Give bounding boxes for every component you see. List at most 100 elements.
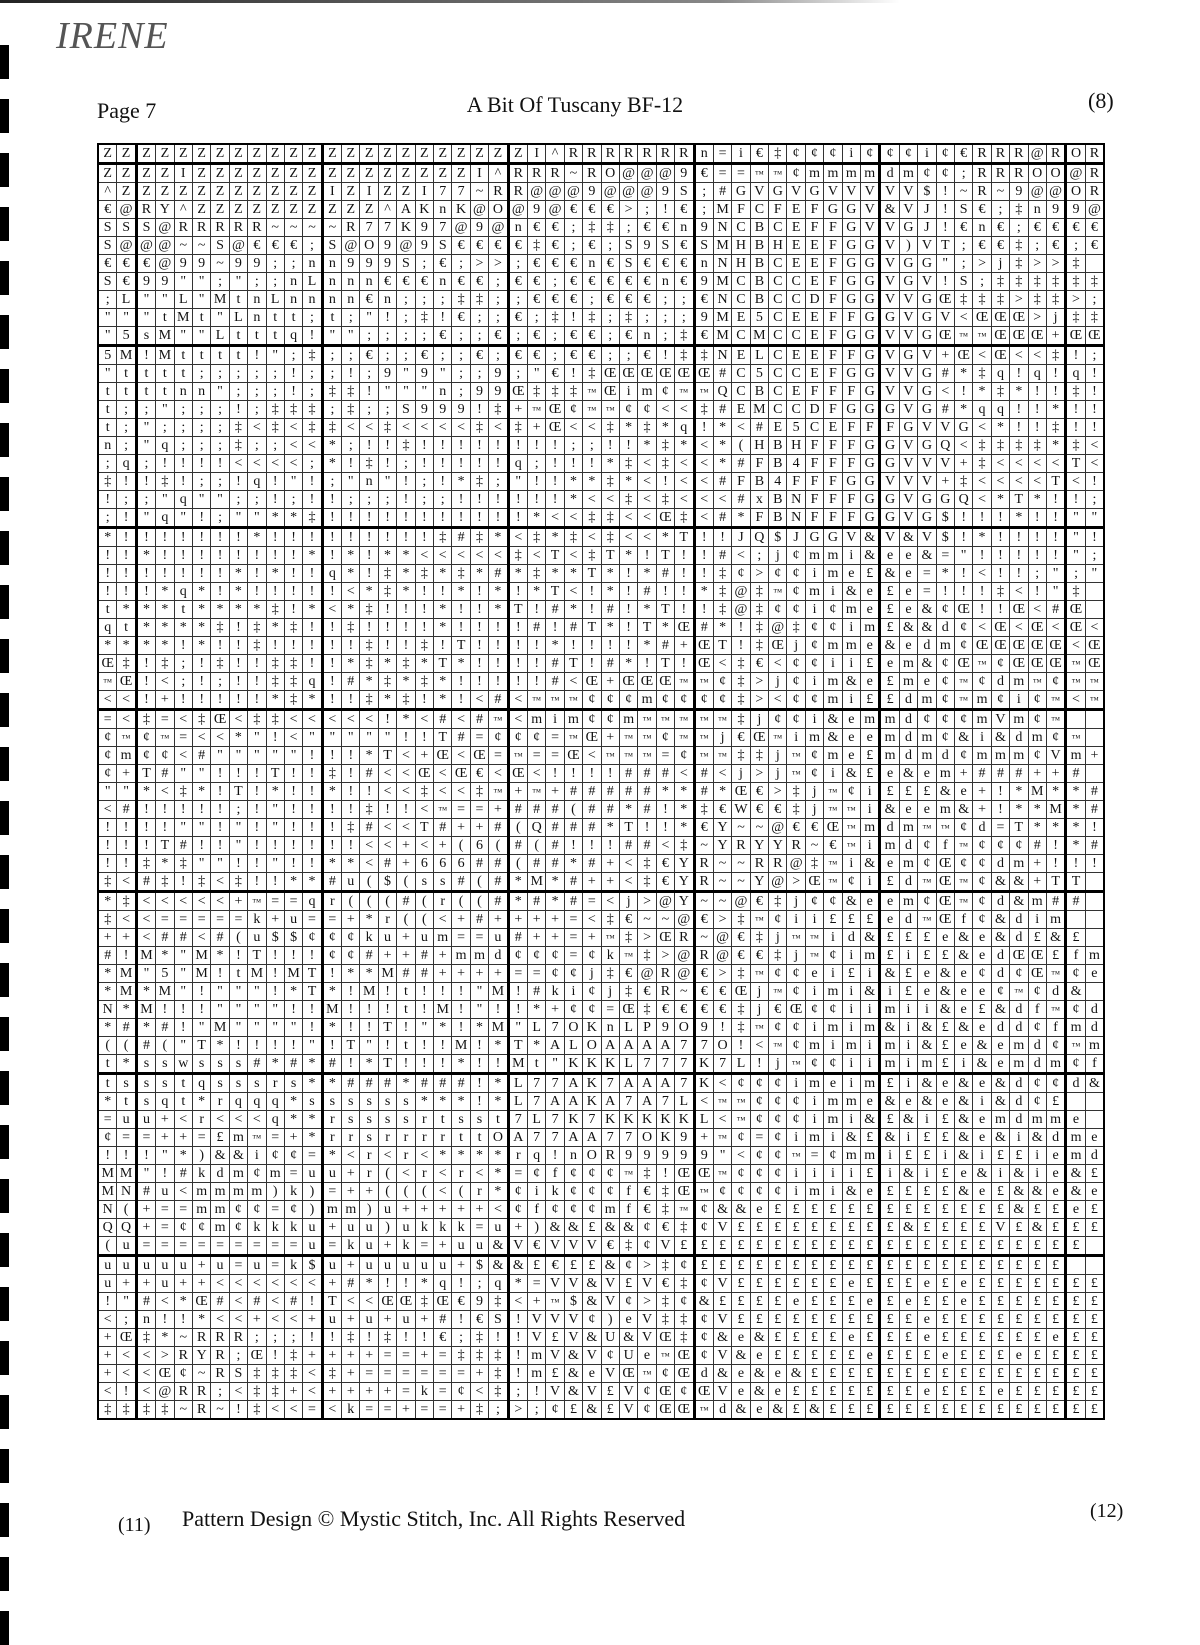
pattern-cell: * — [283, 982, 304, 1001]
pattern-cell: T — [341, 1036, 361, 1055]
pattern-cell: ! — [191, 800, 212, 819]
pattern-cell: = — [377, 1364, 398, 1383]
pattern-cell: i — [804, 600, 825, 619]
pattern-cell: R — [582, 162, 602, 183]
pattern-cell: £ — [1045, 1310, 1067, 1329]
pattern-cell: £ — [878, 1072, 900, 1093]
pattern-cell: f — [618, 1200, 639, 1219]
pattern-cell: i — [841, 854, 862, 873]
pattern-cell: ™ — [1064, 654, 1086, 673]
pattern-cell: i — [860, 1000, 881, 1019]
pattern-cell: Q — [749, 526, 770, 547]
pattern-cell: £ — [860, 910, 881, 929]
pattern-cell: < — [582, 910, 602, 929]
pattern-cell: r — [414, 1110, 435, 1129]
pattern-cell: # — [582, 782, 602, 801]
pattern-cell: ; — [265, 382, 285, 401]
pattern-cell: ! — [692, 564, 714, 583]
pattern-cell: = — [414, 1236, 435, 1256]
pattern-cell: £ — [1045, 1364, 1067, 1383]
pattern-cell: & — [953, 800, 974, 819]
pattern-cell: ; — [377, 400, 398, 419]
pattern-cell: ‡ — [655, 1292, 676, 1311]
pattern-cell: O — [488, 1128, 509, 1147]
pattern-cell: £ — [712, 1292, 733, 1311]
pattern-cell: ! — [155, 818, 175, 837]
pattern-cell: £ — [917, 1400, 937, 1420]
pattern-cell: n — [97, 436, 118, 455]
pattern-cell: C — [786, 290, 806, 309]
pattern-cell — [1064, 910, 1086, 929]
pattern-cell: s — [134, 1072, 157, 1093]
pattern-cell: = — [302, 1400, 323, 1420]
pattern-cell: ; — [191, 400, 212, 419]
pattern-cell: £ — [1064, 1292, 1086, 1311]
pattern-cell: £ — [1045, 1382, 1067, 1401]
pattern-cell: ¢ — [841, 872, 862, 892]
pattern-cell: R — [210, 1346, 230, 1365]
pattern-cell: O — [582, 1146, 602, 1165]
pattern-cell: ! — [265, 636, 285, 655]
pattern-cell: < — [655, 836, 676, 855]
pattern-cell: S — [97, 236, 118, 255]
pattern-cell: & — [935, 782, 955, 801]
pattern-cell: m — [804, 546, 825, 565]
pattern-cell: Œ — [990, 636, 1011, 655]
pattern-cell: ! — [674, 600, 695, 619]
pattern-cell: Œ — [451, 764, 471, 783]
pattern-cell: * — [265, 1054, 285, 1074]
pattern-cell: ‡ — [283, 654, 304, 673]
pattern-cell: ~ — [563, 162, 584, 183]
pattern-cell: + — [469, 964, 490, 983]
pattern-cell: L — [692, 1110, 714, 1129]
pattern-cell: ¢ — [953, 618, 974, 637]
pattern-cell: Z — [302, 182, 323, 201]
pattern-cell: " — [1045, 582, 1067, 601]
pattern-cell: ~ — [173, 1400, 193, 1420]
pattern-cell: Z — [433, 143, 453, 164]
pattern-cell: e — [637, 1346, 657, 1365]
pattern-cell: i — [898, 1036, 919, 1055]
pattern-cell: q — [972, 400, 992, 419]
pattern-cell: € — [804, 818, 825, 837]
pattern-cell: # — [600, 600, 620, 619]
pattern-cell: ! — [341, 982, 361, 1001]
pattern-cell: * — [359, 746, 379, 765]
pattern-cell: @ — [488, 218, 509, 237]
pattern-cell: ‡ — [990, 582, 1011, 601]
pattern-cell: < — [283, 454, 304, 473]
pattern-cell: t — [134, 382, 157, 401]
pattern-cell: € — [526, 326, 547, 346]
pattern-cell: < — [283, 1310, 304, 1329]
pattern-cell: * — [134, 546, 157, 565]
pattern-cell: * — [953, 364, 974, 383]
pattern-cell: ! — [377, 526, 398, 547]
pattern-cell: £ — [1027, 928, 1047, 947]
pattern-cell: ‡ — [582, 364, 602, 383]
pattern-cell: £ — [878, 1310, 900, 1329]
pattern-cell: £ — [804, 1236, 825, 1256]
pattern-cell: A — [396, 200, 416, 219]
pattern-cell: < — [972, 344, 992, 365]
pattern-cell: ¢ — [265, 1146, 285, 1165]
pattern-cell: " — [265, 1000, 285, 1019]
pattern-cell: < — [320, 1400, 343, 1420]
pattern-cell: ™ — [935, 818, 955, 837]
pattern-cell: ( — [526, 836, 547, 855]
pattern-cell: q — [302, 890, 323, 911]
pattern-cell: ‡ — [359, 690, 379, 710]
pattern-cell: ! — [396, 600, 416, 619]
pattern-cell: ¢ — [823, 1000, 843, 1019]
pattern-cell: d — [1009, 910, 1029, 929]
pattern-cell: t — [155, 308, 175, 327]
pattern-cell: B — [768, 436, 788, 455]
pattern-cell: < — [953, 308, 974, 327]
pattern-cell: ! — [526, 672, 547, 691]
pattern-cell: # — [488, 854, 509, 873]
pattern-cell: d — [898, 690, 919, 710]
pattern-cell: M — [191, 964, 212, 983]
pattern-cell: € — [247, 236, 267, 255]
pattern-cell: V — [917, 272, 937, 291]
pattern-cell: ! — [265, 728, 285, 747]
chart-row: + + < # # < #(u $ $ ¢ ¢ ¢ k u + u m = = u # + + = + ™ ‡ > Œ R ~ @ € ‡ j ™ ™ i… — [97, 928, 1105, 947]
